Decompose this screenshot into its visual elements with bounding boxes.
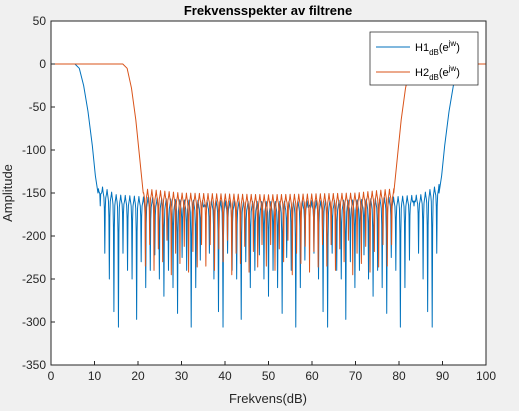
x-tick-label: 90 bbox=[436, 369, 450, 383]
y-tick-label: -50 bbox=[29, 100, 47, 114]
legend-h2-sub: dB bbox=[429, 73, 439, 82]
x-tick-label: 40 bbox=[218, 369, 232, 383]
legend-h2-base: H2 bbox=[415, 67, 429, 79]
y-tick-label: -350 bbox=[22, 358, 46, 372]
x-tick-label: 60 bbox=[305, 369, 319, 383]
legend-entry-h1: H1dB(ejw) bbox=[415, 39, 460, 57]
legend-h1-paren-open: (e bbox=[439, 42, 449, 54]
x-tick-label: 100 bbox=[476, 369, 496, 383]
legend-h1-sup: jw bbox=[448, 39, 457, 48]
chart-title: Frekvensspekter av filtrene bbox=[184, 3, 352, 18]
x-tick-label: 30 bbox=[175, 369, 189, 383]
y-tick-label: -150 bbox=[22, 186, 46, 200]
y-axis-label: Amplitude bbox=[0, 164, 15, 222]
series-line bbox=[51, 63, 486, 276]
y-tick-label: -250 bbox=[22, 272, 46, 286]
legend-h2-paren-open: (e bbox=[439, 67, 449, 79]
legend-entry-h2: H2dB(ejw) bbox=[415, 64, 460, 82]
x-axis-label: Frekvens(dB) bbox=[229, 391, 307, 406]
y-tick-label: 0 bbox=[39, 57, 46, 71]
legend-h2-paren-close: ) bbox=[456, 67, 460, 79]
axes-box bbox=[50, 20, 487, 366]
x-tick-label: 50 bbox=[262, 369, 276, 383]
legend-h1-sub: dB bbox=[429, 48, 439, 57]
x-tick-label: 20 bbox=[131, 369, 145, 383]
legend-h1-base: H1 bbox=[415, 42, 429, 54]
legend-h2-sup: jw bbox=[448, 64, 457, 73]
x-tick-label: 0 bbox=[48, 369, 55, 383]
series-layer bbox=[51, 63, 486, 328]
y-tick-label: 50 bbox=[33, 14, 47, 28]
axes-layer: 0 10 20 30 40 50 60 70 80 90 100 -350 -300 -250 -200 -1… bbox=[22, 14, 496, 383]
x-tick-label: 80 bbox=[392, 369, 406, 383]
legend-box bbox=[369, 31, 479, 86]
legend-h1-paren-close: ) bbox=[456, 42, 460, 54]
y-tick-label: -100 bbox=[22, 143, 46, 157]
x-tick-label: 70 bbox=[349, 369, 363, 383]
y-tick-label: -200 bbox=[22, 229, 46, 243]
y-tick-label: -300 bbox=[22, 315, 46, 329]
legend: H1dB(ejw) H2dB(ejw) bbox=[369, 31, 479, 86]
x-tick-label: 10 bbox=[88, 369, 102, 383]
